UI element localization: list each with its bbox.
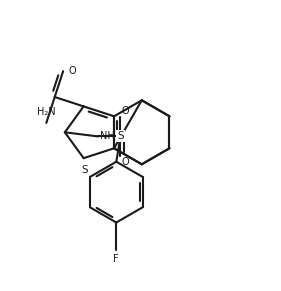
Text: S: S [82, 165, 88, 175]
Text: O: O [122, 157, 130, 167]
Text: O: O [69, 66, 76, 76]
Text: H₂N: H₂N [37, 107, 56, 117]
Text: NH: NH [99, 132, 114, 141]
Text: O: O [122, 106, 130, 116]
Text: F: F [114, 254, 119, 264]
Text: S: S [117, 132, 124, 141]
